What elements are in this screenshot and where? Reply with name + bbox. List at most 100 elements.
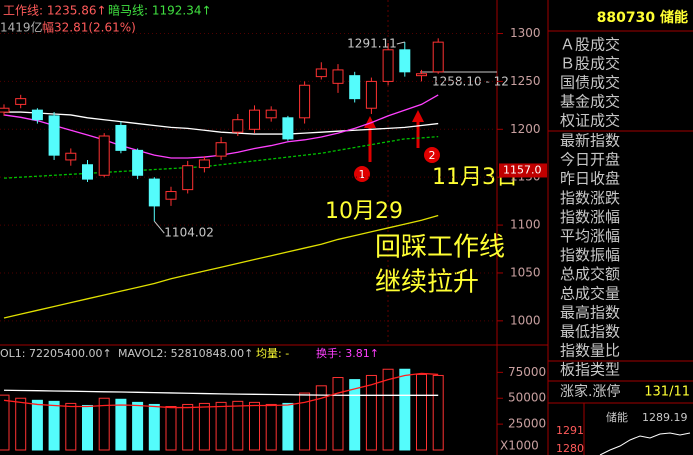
volume-header: 均量: - [256,347,289,360]
volume-bar [48,400,60,451]
candle-body [332,69,344,84]
candle-body [82,164,93,180]
volume-header: MAVOL2: 52810848.00↑ [118,347,253,360]
low-label-line [153,220,165,234]
y-tick-label: 1000 [510,313,541,327]
volume-bar [215,401,227,451]
amount: 1419亿 [0,20,43,35]
mini-tick: 1280 [556,442,584,455]
y-tick-label: 1100 [510,218,541,232]
price-note: 1258.10 - 12 [432,75,509,89]
candle-body [165,191,177,200]
volume-bar [399,368,411,451]
candle-body [315,68,327,78]
ma-line [3,372,439,409]
mini-tick: 1291 [556,424,584,437]
volume-bar [198,402,210,451]
candle-body [132,149,144,176]
cursor-price-box [499,163,547,178]
panel-item: Ａ股成交 [560,36,620,54]
ma-line [3,135,439,179]
volume-bar [416,373,427,451]
low-label: 1104.02 [164,226,214,240]
candle-body [215,142,227,157]
panel-item: 总成交量 [560,284,620,302]
y-tick-label: 50000 [508,391,546,405]
candle-body [98,135,110,176]
board-type: 板指类型 [560,361,620,379]
cursor-price-label: 1157.0 [503,163,542,176]
arrow-head [412,110,424,122]
candle-body [148,178,160,207]
volume-bar [148,403,160,451]
volume-bar [31,399,43,451]
volume-bar [432,374,444,451]
panel-item: 指数量比 [560,342,620,360]
panel-item: 国债成交 [560,74,620,92]
callout-date: 10月29 [325,199,403,224]
volume-bar [82,404,93,451]
y-tick-label: 1050 [510,265,541,279]
candle-body [249,109,260,130]
candle-body [365,80,377,109]
panel-item: 基金成交 [560,93,620,111]
ma-line [4,111,439,135]
rise-value: 131/11 [644,385,690,400]
volume-bar [249,401,260,451]
panel-item: 指数涨跌 [560,189,620,207]
panel-item: 指数振幅 [560,246,620,264]
high-label-line [396,41,405,45]
callout-number: 1 [359,168,366,181]
volume-bar [332,377,344,451]
volume-bar [182,403,194,451]
volume-bar [365,374,377,451]
volume-bar [15,397,27,451]
volume-bar [349,379,361,451]
panel-item: 最新指数 [560,132,620,150]
y-tick-label: 1300 [510,26,541,40]
volume-bar [65,402,77,451]
change: 幅32.81(2.61%) [42,20,136,35]
arrow-head [364,116,376,128]
volume-header: OL1: 72205400.00↑ [0,347,112,360]
panel-item: 权证成交 [560,112,620,130]
candle-body [282,117,294,140]
volume-bar [315,385,327,451]
volume-bar [98,397,110,451]
candle-body [48,115,60,156]
y-tick-label: 25000 [508,417,546,431]
candle-body [65,152,77,161]
candle-body [349,75,361,100]
volume-bar [165,406,177,451]
candle-body [115,124,127,151]
volume-bar [265,403,277,451]
candle-body [182,165,194,191]
rise-label: 涨家.涨停 [560,383,620,400]
candle-body [299,84,311,119]
callout-circle [424,147,440,163]
ma-line [3,214,439,319]
ma-line [3,389,439,396]
panel-item: 昨日收盘 [560,170,620,188]
candle-body [265,109,277,119]
candle-body [232,119,244,133]
volume-bar [282,402,294,451]
volume-bar [382,368,394,451]
candle-body [416,73,427,77]
panel-item: 总成交额 [560,265,620,283]
volume-bar [299,392,311,451]
callout-circle [354,166,370,182]
candle-body [15,98,27,105]
volume-bar [115,398,127,451]
panel-item: 今日开盘 [560,151,620,169]
note: 继续拉升 [375,268,479,298]
candle-body [432,41,444,73]
mini-name: 储能 [606,410,628,424]
candle-body [31,109,43,121]
volume-bar [232,400,244,451]
panel-item: Ｂ股成交 [560,55,620,73]
high-label: 1291.11 [347,37,397,51]
